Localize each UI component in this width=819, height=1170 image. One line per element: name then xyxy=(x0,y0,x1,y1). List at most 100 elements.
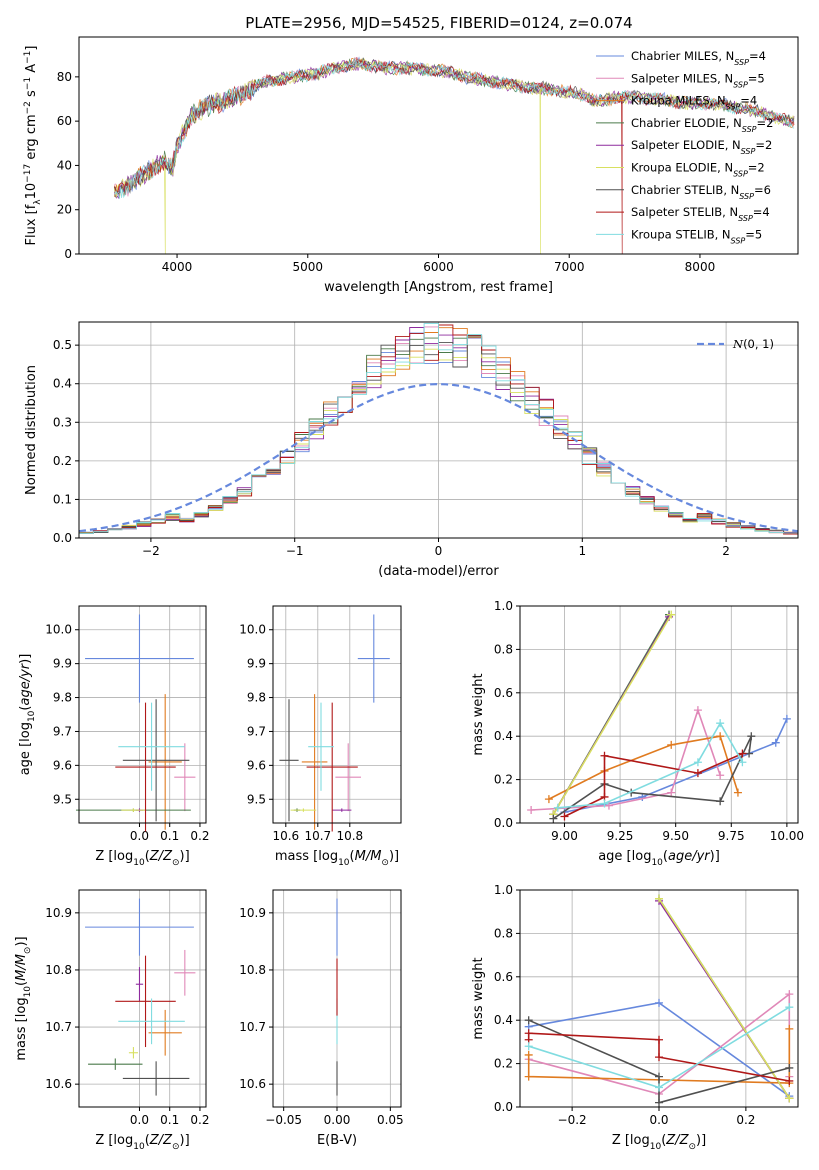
errorbar-kroupa-stelib xyxy=(118,998,185,1045)
axes-frame xyxy=(272,889,402,1108)
x-tick-label: 2 xyxy=(722,544,730,558)
age_vs_Z-marks xyxy=(75,614,196,832)
x-tick-label: 8000 xyxy=(685,260,716,274)
y-tick-label: 0.8 xyxy=(494,926,513,940)
x-tick-label: 0.2 xyxy=(736,1113,755,1127)
y-tick-label: 0.8 xyxy=(494,642,513,656)
weight-marker xyxy=(693,706,702,715)
legend-label-salpeter-elodie: Salpeter ELODIE, NSSP=2 xyxy=(631,138,772,156)
axes-frame xyxy=(78,36,799,255)
weight-series-kroupa-miles xyxy=(544,732,742,804)
errorbar-kroupa-elodie xyxy=(290,808,317,812)
y-tick-label: 10.6 xyxy=(239,1077,266,1091)
errorbar-chabrier-stelib xyxy=(279,699,299,822)
spectrum-panel: 4000 5000 6000 7000 8000 0 20 40 60 80 wavelength … xyxy=(23,36,799,295)
y-tick-label: 9.7 xyxy=(247,724,266,738)
x-tick-label: 0.1 xyxy=(160,829,179,843)
legend-label-chabrier-elodie: Chabrier ELODIE, NSSP=2 xyxy=(631,116,773,133)
weight-line xyxy=(564,718,788,813)
x-tick-label: 0.05 xyxy=(377,1113,404,1127)
weight-marker xyxy=(667,788,676,797)
weight-marker xyxy=(716,732,725,741)
x-axis-label: (data-model)/error xyxy=(378,564,499,579)
y-tick-label: 9.9 xyxy=(247,657,266,671)
y-tick-label: 40 xyxy=(57,158,72,172)
x-axis-label: mass [log10(M/M⊙)] xyxy=(275,849,399,868)
x-tick-label: 4000 xyxy=(162,260,193,274)
weight-marker xyxy=(524,1050,533,1059)
weight-marker xyxy=(782,714,791,723)
x-axis-label: wavelength [Angstrom, rest frame] xyxy=(324,280,553,295)
weight-marker xyxy=(655,1053,663,1062)
y-tick-label: 0.5 xyxy=(53,338,72,352)
x-tick-label: 5000 xyxy=(292,260,323,274)
x-tick-label: 7000 xyxy=(554,260,585,274)
x-tick-label: 0.2 xyxy=(190,829,209,843)
errorbar-chabrier-miles xyxy=(357,614,390,703)
x-tick-label: −0.05 xyxy=(265,1113,302,1127)
weight-marker xyxy=(553,803,562,812)
figure-title: PLATE=2956, MJD=54525, FIBERID=0124, z=0… xyxy=(245,14,632,32)
x-tick-label: 10.8 xyxy=(336,829,363,843)
y-tick-label: 0.0 xyxy=(53,531,72,545)
y-tick-label: 0.6 xyxy=(494,970,513,984)
weight-marker xyxy=(747,732,756,741)
x-axis-label: Z [log10(Z/Z⊙)] xyxy=(95,1133,189,1152)
weight-line xyxy=(658,898,790,1099)
weight-marker xyxy=(785,1063,794,1072)
mass_vs_Z-marks xyxy=(85,898,196,1096)
mass_vs_Z-panel: 0.0 0.1 0.2 10.6 10.7 10.8 10.9 Z [log10(Z/Z⊙)]… xyxy=(14,889,209,1152)
y-tick-label: 0.0 xyxy=(494,1100,513,1114)
age_vs_mass-marks xyxy=(279,614,390,832)
axes-frame xyxy=(78,605,207,824)
weight-marker xyxy=(655,998,663,1007)
legend-label-kroupa-stelib: Kroupa STELIB, NSSP=5 xyxy=(631,227,762,245)
weight-marker xyxy=(655,1035,663,1044)
y-tick-label: 10.0 xyxy=(45,623,72,637)
x-tick-label: 1 xyxy=(578,544,586,558)
weight-marker xyxy=(738,758,747,767)
axes-frame xyxy=(519,605,799,824)
y-tick-label: 0.2 xyxy=(494,773,513,787)
weight-marker xyxy=(667,740,676,749)
spectrum-line-kroupa-elodie xyxy=(113,58,795,255)
errorbar-salpeter-miles xyxy=(174,743,196,812)
weight-marker xyxy=(693,769,702,778)
y-tick-label: 9.6 xyxy=(53,758,72,772)
errorbar-kroupa-elodie xyxy=(128,1047,138,1059)
errorbar-chabrier-miles xyxy=(85,898,194,956)
x-tick-label: −2 xyxy=(142,544,160,558)
weight-series-kroupa-stelib xyxy=(553,719,747,812)
weight-marker xyxy=(655,1083,663,1092)
weight-marker xyxy=(733,788,742,797)
legend-label-chabrier-miles: Chabrier MILES, NSSP=4 xyxy=(631,49,766,67)
x-tick-label: 10.7 xyxy=(304,829,331,843)
weight-marker xyxy=(738,749,747,758)
y-tick-label: 0.6 xyxy=(494,686,513,700)
x-tick-label: 0.2 xyxy=(190,1113,209,1127)
axes-frame xyxy=(78,889,207,1108)
y-tick-label: 0 xyxy=(64,247,72,261)
y-tick-label: 1.0 xyxy=(494,883,513,897)
normal-curve xyxy=(78,382,799,533)
weight-marker xyxy=(604,801,613,810)
y-tick-label: 10.8 xyxy=(239,963,266,977)
x-tick-label: −0.2 xyxy=(558,1113,587,1127)
errorbar-kroupa-stelib xyxy=(308,702,334,791)
errorbar-chabrier-stelib xyxy=(122,1061,190,1096)
x-tick-label: 0.00 xyxy=(324,1113,351,1127)
y-tick-label: 0.4 xyxy=(494,729,513,743)
weight_vs_age-marks xyxy=(527,610,791,823)
weight-marker xyxy=(785,990,794,999)
errorbar-kroupa-miles xyxy=(148,1009,182,1056)
legend-label-normal: N(0, 1) xyxy=(732,337,774,351)
y-tick-label: 0.0 xyxy=(494,816,513,830)
x-tick-label: 9.25 xyxy=(607,829,634,843)
x-tick-label: 6000 xyxy=(423,260,454,274)
weight-line xyxy=(552,614,672,815)
errorbar-salpeter-stelib xyxy=(306,702,358,832)
weight-marker xyxy=(716,771,725,780)
errorbar-salpeter-stelib xyxy=(115,702,176,832)
weight-marker xyxy=(524,1042,533,1051)
weight-marker xyxy=(600,751,609,760)
